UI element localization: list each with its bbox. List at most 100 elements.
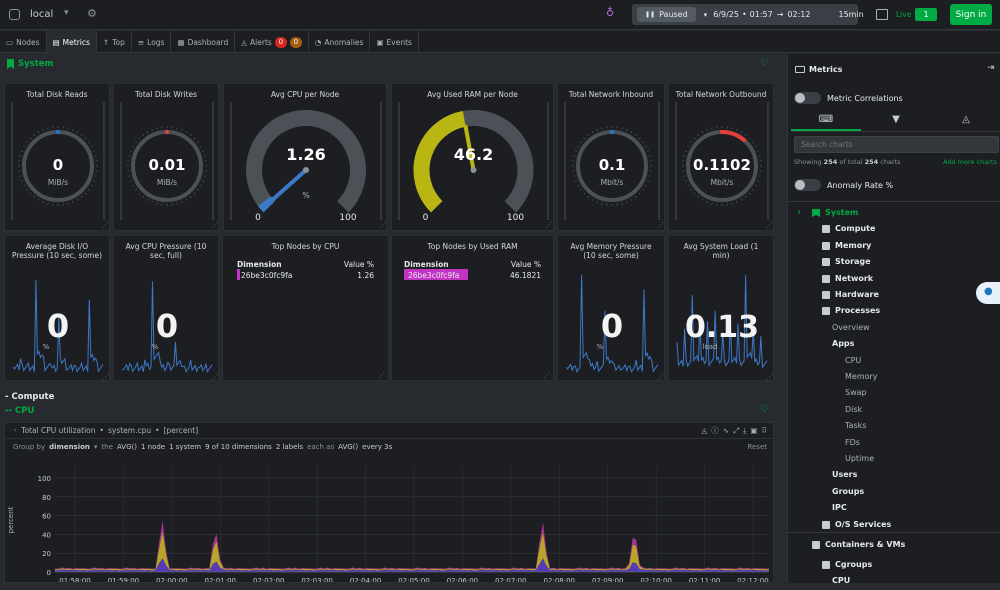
cgroups-icon [822,561,830,569]
tree-item-cpu[interactable]: CPU [788,574,1000,590]
gear-icon[interactable]: ⚙ [87,7,97,20]
tree-item-containers-vms[interactable]: Containers & VMs [788,538,1000,554]
tree-item-storage[interactable]: Storage [788,255,1000,271]
tree-item-memory[interactable]: Memory [788,370,1000,386]
heart-icon[interactable]: ♡ [760,404,769,415]
image-icon[interactable]: ▣ [750,426,757,435]
chart-type-icon[interactable]: ∿ [723,426,729,435]
tree-item-fds[interactable]: FDs [788,436,1000,452]
gauge-scale-bar [120,102,122,220]
tree-item-swap[interactable]: Swap [788,386,1000,402]
group-by-select[interactable]: dimension [49,443,90,451]
tree-item-overview[interactable]: Overview [788,321,1000,337]
tree-item-ipc[interactable]: IPC [788,501,1000,517]
tab-alerts[interactable]: ◬ [931,111,1000,131]
interval-select[interactable]: every 3s [362,443,392,451]
space-icon[interactable] [9,9,20,20]
download-icon[interactable]: ⤓ [743,426,746,436]
live-count[interactable]: 1 [915,8,937,21]
resize-icon[interactable]: ⋰ [102,221,109,229]
time-aggregation-select[interactable]: AVG() [338,443,358,451]
add-more-link[interactable]: Add more charts [943,158,997,166]
chevron-down-icon[interactable]: ▾ [704,11,708,19]
resize-icon[interactable]: ⋰ [766,221,773,229]
drag-icon[interactable]: ⠿ [762,426,768,435]
chevron-right-icon[interactable]: › [797,207,801,218]
tree-item-groups[interactable]: Groups [788,485,1000,501]
tree-item-memory[interactable]: Memory [788,239,1000,255]
help-fab[interactable]: ● [976,282,1000,304]
tree-item-apps[interactable]: Apps [788,337,1000,353]
tab-label: Nodes [16,38,39,47]
tree-item-disk[interactable]: Disk [788,403,1000,419]
tree-item-processes[interactable]: Processes [788,304,1000,320]
row-name[interactable]: 26be3c0fc9fa [241,271,292,280]
gauge-tick [732,127,733,129]
tree-item-tasks[interactable]: Tasks [788,419,1000,435]
info-icon[interactable]: ⓘ [711,425,719,436]
tree-item-hardware[interactable]: Hardware [788,288,1000,304]
chevron-down-icon[interactable]: ▾ [94,443,98,451]
tree-item-cpu[interactable]: CPU [788,354,1000,370]
anomaly-rate-toggle[interactable] [794,179,821,191]
tab-events[interactable]: ▣Events [370,31,419,53]
chevron-down-icon[interactable]: ▾ [64,8,69,18]
tab-charts[interactable]: ⌨ [791,111,861,131]
resize-icon[interactable]: ⋰ [546,221,553,229]
tree-item-uptime[interactable]: Uptime [788,452,1000,468]
gauge-tick [573,176,575,177]
collapse-icon[interactable]: ⇥ [987,63,995,73]
resize-icon[interactable]: ⋰ [102,373,109,381]
space-name[interactable]: local [30,9,53,20]
pause-button[interactable]: ❚❚Paused [637,7,696,22]
timeframe-picker[interactable]: ❚❚Paused ▾ 6/9/25 • 01:57 → 02:12 15min [632,4,858,25]
tab-top[interactable]: ↑Top [97,31,132,53]
gauge-tick [687,146,689,147]
alerts-warning-count[interactable]: 0 [290,37,302,48]
info-icon[interactable]: ◦ [13,427,17,435]
search-input[interactable] [794,136,999,153]
row-name[interactable]: 26be3c0fc9fa [408,271,459,280]
lightbulb-icon[interactable]: ♁ [606,6,614,19]
tab-anomalies[interactable]: ◔Anomalies [309,31,371,53]
heart-icon[interactable]: ♡ [760,58,769,69]
metric-correlations-toggle[interactable] [794,92,821,104]
tab-logs[interactable]: ≡Logs [132,31,172,53]
layout-icon[interactable] [876,9,888,20]
gauge-tick [759,176,761,177]
tab-nodes[interactable]: ▭Nodes [0,31,47,53]
resize-icon[interactable]: ⋰ [379,221,386,229]
tree-item-users[interactable]: Users [788,468,1000,484]
resize-icon[interactable]: ⋰ [211,221,218,229]
resize-icon[interactable]: ⋰ [543,371,550,379]
systems-select[interactable]: 1 system [169,443,201,451]
resize-icon[interactable]: ⋰ [378,371,385,379]
tab-filters[interactable]: ▼ [861,111,931,131]
signin-button[interactable]: Sign in [950,4,992,25]
tree-item-compute[interactable]: Compute [788,222,1000,238]
expand-icon[interactable]: ⤢ [733,426,739,436]
aggregation-select[interactable]: AVG() [117,443,137,451]
tree-item-network[interactable]: Network [788,272,1000,288]
resize-icon[interactable]: ⋰ [766,373,773,381]
reset-button[interactable]: Reset [747,443,767,451]
bell-icon[interactable]: ◬ [702,426,708,435]
tab-dashboard[interactable]: ▦Dashboard [171,31,235,53]
tab-metrics[interactable]: ▤Metrics [47,31,97,53]
alerts-critical-count[interactable]: 0 [275,37,287,48]
gauge-tick [91,146,93,147]
tree-item-cgroups[interactable]: Cgroups [788,558,1000,574]
resize-icon[interactable]: ⋰ [657,373,664,381]
tab-bar: ▭Nodes▤Metrics↑Top≡Logs▦Dashboard◬Alerts… [0,31,1000,53]
gauge-tick [194,138,195,139]
gauge-value: 0.01 [148,156,185,174]
resize-icon[interactable]: ⋰ [211,373,218,381]
dimensions-select[interactable]: 9 of 10 dimensions [205,443,272,451]
tree-item-system[interactable]: ›System [788,206,1000,222]
nodes-select[interactable]: 1 node [141,443,165,451]
resize-icon[interactable]: ⋰ [657,221,664,229]
labels-select[interactable]: 2 labels [276,443,303,451]
